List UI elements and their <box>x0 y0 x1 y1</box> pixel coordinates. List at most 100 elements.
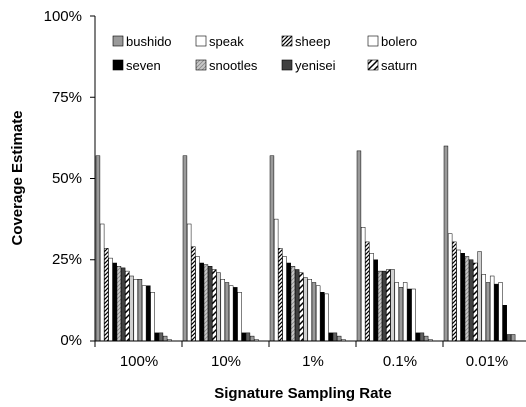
bar-10--3 <box>195 256 200 342</box>
legend-label-speak: speak <box>209 34 244 49</box>
bar-0-01--3 <box>456 249 461 342</box>
y-ticks <box>90 15 95 342</box>
bar-0-01--1 <box>447 233 453 342</box>
x-tick-label-1pct: 1% <box>302 353 324 370</box>
bar-100--14 <box>154 332 159 342</box>
bar-0-1--15 <box>419 332 425 342</box>
bar-1--5 <box>290 266 296 342</box>
bar-0-1--0 <box>356 150 362 342</box>
legend: bushido speak sheep bolero seven snootles yeni… <box>112 34 417 73</box>
legend-label-bolero: bolero <box>381 34 417 49</box>
bar-10--16 <box>249 335 255 342</box>
y-tick-label-0: 0% <box>60 332 82 349</box>
legend-label-seven: seven <box>126 58 161 73</box>
x-ticks <box>94 341 444 347</box>
bar-0-1--9 <box>394 282 399 342</box>
bar-0-1--10 <box>398 287 404 342</box>
bar-100--11 <box>141 285 147 342</box>
bar-1--10 <box>311 282 317 342</box>
legend-swatch-seven <box>112 59 124 71</box>
legend-swatch-bolero <box>367 35 379 47</box>
legend-swatch-speak <box>195 35 207 47</box>
bar-10--15 <box>245 332 251 342</box>
bar-0-01--14 <box>502 305 507 342</box>
bar-1--13 <box>324 293 329 342</box>
legend-swatch-bushido <box>112 35 124 47</box>
legend-swatch-saturn <box>367 59 379 71</box>
bar-10--12 <box>233 287 238 342</box>
bar-0-01--2 <box>452 241 457 342</box>
bar-100--15 <box>158 332 164 342</box>
bar-0-1--13 <box>411 288 416 342</box>
bar-10--14 <box>241 332 246 342</box>
bar-0-1--16 <box>423 335 429 342</box>
x-axis-title: Signature Sampling Rate <box>214 385 392 402</box>
y-tick-label-50: 50% <box>52 170 82 187</box>
bar-0-01--12 <box>494 283 499 342</box>
bar-0-1--7 <box>386 269 391 342</box>
bar-0-01--7 <box>473 262 478 342</box>
bar-0-1--11 <box>402 282 408 342</box>
bar-1--0 <box>269 155 275 342</box>
bar-0-01--4 <box>460 253 465 342</box>
bar-0-01--8 <box>477 251 482 342</box>
bar-0-1--4 <box>373 259 378 342</box>
x-tick-label-10pct: 10% <box>211 353 241 370</box>
bar-0-1--14 <box>415 332 420 342</box>
x-tick-label-0-01pct: 0.01% <box>466 353 509 370</box>
bar-1--16 <box>336 335 342 342</box>
bar-0-1--6 <box>381 270 387 342</box>
axes <box>90 15 526 347</box>
bar-100--2 <box>104 248 109 342</box>
bar-100--10 <box>137 279 143 342</box>
bar-0-01--6 <box>468 259 474 342</box>
bar-10--2 <box>191 246 196 342</box>
bar-10--10 <box>224 282 230 342</box>
bar-1--11 <box>315 285 321 342</box>
bar-10--6 <box>207 266 213 342</box>
y-tick-label-100: 100% <box>44 8 82 25</box>
legend-label-saturn: saturn <box>381 58 417 73</box>
bar-1--9 <box>307 279 312 342</box>
bar-1--15 <box>332 332 338 342</box>
bar-100--1 <box>99 223 105 342</box>
bar-100--9 <box>133 279 138 342</box>
legend-swatch-sheep <box>281 35 293 47</box>
bar-1--1 <box>273 218 279 342</box>
bar-0-1--5 <box>377 270 383 342</box>
legend-swatch-snootles <box>195 59 207 71</box>
bar-1--4 <box>286 262 291 342</box>
bar-0-01--11 <box>489 275 495 342</box>
x-tick-label-100pct: 100% <box>120 353 158 370</box>
bar-0-01--5 <box>464 256 470 342</box>
y-axis-title: Coverage Estimate <box>9 110 26 245</box>
legend-swatch-yenisei <box>281 59 293 71</box>
bar-0-1--8 <box>390 269 395 342</box>
bar-0-1--1 <box>360 227 366 342</box>
bar-1--14 <box>328 332 333 342</box>
bar-0-01--13 <box>498 282 503 342</box>
bar-100--4 <box>112 262 117 342</box>
bar-0-01--10 <box>485 282 491 342</box>
bar-10--5 <box>203 264 209 342</box>
x-tick-label-0-1pct: 0.1% <box>383 353 417 370</box>
bar-1--2 <box>278 248 283 342</box>
bar-10--8 <box>216 272 221 342</box>
bar-100--3 <box>108 257 113 342</box>
bar-100--6 <box>120 267 126 342</box>
legend-label-bushido: bushido <box>126 34 172 49</box>
bar-1--3 <box>282 256 287 342</box>
bar-0-1--12 <box>407 288 412 342</box>
bar-10--1 <box>186 223 192 342</box>
bar-10--7 <box>212 269 217 342</box>
bar-0-01--16 <box>510 334 516 342</box>
bar-100--8 <box>129 275 134 342</box>
bars-group <box>95 145 516 342</box>
bar-100--7 <box>125 270 130 342</box>
legend-label-sheep: sheep <box>295 34 330 49</box>
bar-100--16 <box>162 335 168 342</box>
bar-0-01--15 <box>506 334 512 342</box>
bar-100--0 <box>95 155 101 342</box>
bar-10--4 <box>199 262 204 342</box>
bar-1--6 <box>294 269 300 342</box>
